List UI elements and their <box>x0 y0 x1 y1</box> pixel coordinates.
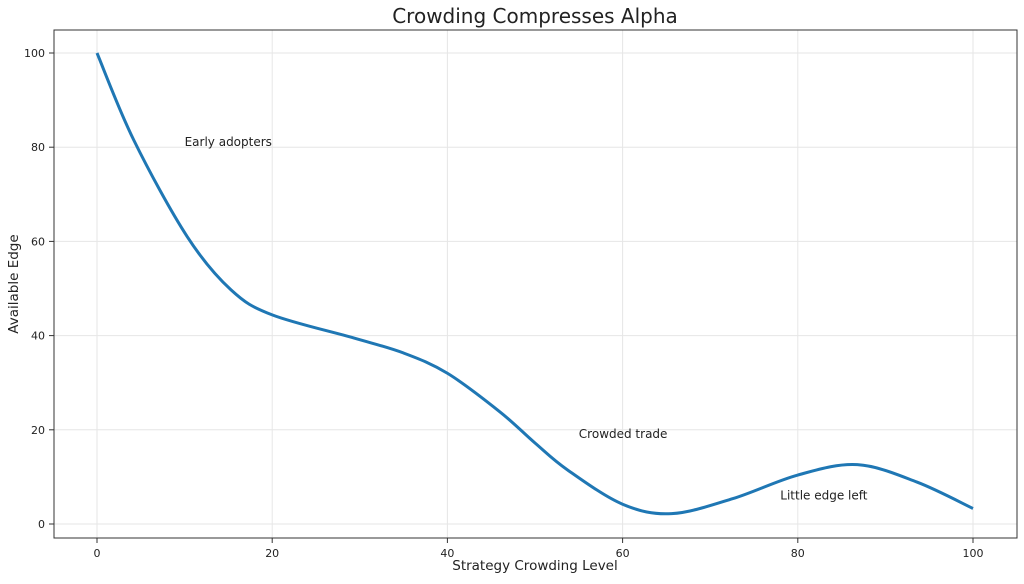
y-tick-label: 20 <box>31 424 45 437</box>
y-tick-label: 100 <box>24 47 45 60</box>
x-tick-label: 20 <box>265 547 279 560</box>
ticks: 0 20 40 60 80 100 0 20 40 60 80 100 <box>24 47 984 560</box>
y-tick-label: 0 <box>38 518 45 531</box>
grid <box>54 30 1017 538</box>
x-tick-label: 40 <box>440 547 454 560</box>
annotations: Early adopters Crowded trade Little edge l… <box>185 135 868 502</box>
y-tick-label: 40 <box>31 330 45 343</box>
x-axis-label: Strategy Crowding Level <box>452 558 618 574</box>
x-tick-label: 100 <box>963 547 984 560</box>
series-line <box>95 52 974 516</box>
chart-title: Crowding Compresses Alpha <box>392 4 678 28</box>
x-tick-label: 60 <box>616 547 630 560</box>
x-tick-label: 80 <box>791 547 805 560</box>
annotation-label: Little edge left <box>780 488 868 502</box>
plot-frame <box>53 29 1018 539</box>
annotation-label: Early adopters <box>185 135 272 149</box>
y-tick-label: 60 <box>31 235 45 248</box>
annotation-label: Crowded trade <box>579 427 668 441</box>
y-axis-label: Available Edge <box>6 234 22 333</box>
y-tick-label: 80 <box>31 141 45 154</box>
x-tick-label: 0 <box>94 547 101 560</box>
